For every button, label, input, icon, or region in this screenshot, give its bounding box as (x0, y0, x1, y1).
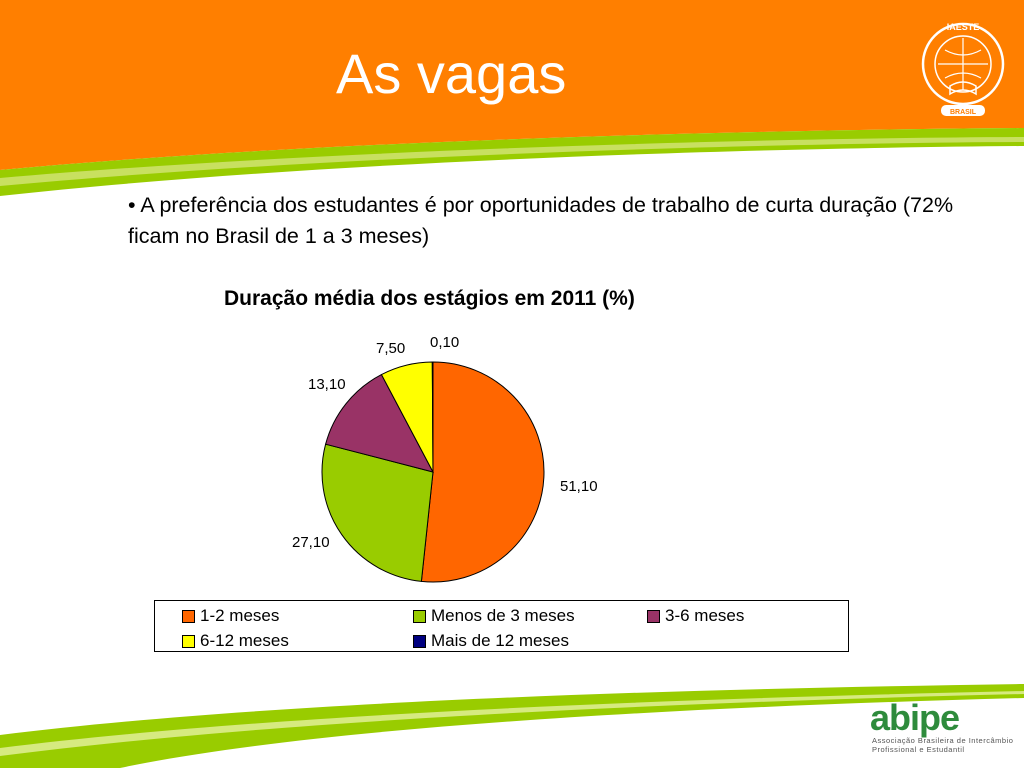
legend-label: Menos de 3 meses (431, 606, 575, 625)
footer-swoosh (0, 684, 1024, 768)
header-swoosh-inner (0, 137, 1024, 186)
legend-label: 3-6 meses (665, 606, 745, 625)
pie-slice-3 (324, 373, 434, 473)
chart-title: Duração média dos estágios em 2011 (%) (224, 287, 635, 310)
iaeste-logo: IAESTE BRASIL (921, 22, 1005, 116)
chart-legend: 1-2 meses Menos de 3 meses 3-6 meses 6-1… (154, 600, 849, 652)
header-band (0, 0, 1024, 170)
legend-swatch (182, 634, 195, 648)
slide-title: As vagas (336, 42, 567, 105)
abipe-logo-text: abipe (870, 700, 959, 738)
legend-swatch (413, 609, 426, 623)
legend-label: 1-2 meses (200, 606, 280, 625)
legend-item: 1-2 meses (182, 606, 279, 626)
iaeste-logo-text: IAESTE (947, 22, 980, 32)
legend-swatch (182, 609, 195, 623)
abipe-caption-line2: Profissional e Estudantil (872, 745, 965, 754)
legend-item: Mais de 12 meses (413, 631, 569, 651)
abipe-logo: abipe (870, 700, 960, 738)
legend-swatch (647, 609, 660, 623)
pie-value-label: 27,10 (292, 534, 330, 551)
pie-slice-5 (431, 361, 434, 473)
abipe-caption-line1: Associação Brasileira de Intercâmbio (872, 736, 1014, 745)
pie-value-label: 13,10 (308, 376, 346, 393)
pie-value-label: 51,10 (560, 478, 598, 495)
legend-label: 6-12 meses (200, 631, 289, 650)
legend-item: 3-6 meses (647, 606, 744, 626)
legend-swatch (413, 634, 426, 648)
legend-label: Mais de 12 meses (431, 631, 569, 650)
pie-slice-1 (420, 361, 545, 583)
bullet-text: • A preferência dos estudantes é por opo… (128, 193, 954, 248)
abipe-caption: Associação Brasileira de Intercâmbio Pro… (872, 736, 1013, 754)
legend-item: 6-12 meses (182, 631, 289, 651)
pie-value-label: 0,10 (430, 334, 460, 351)
legend-item: Menos de 3 meses (413, 606, 575, 626)
pie-value-label: 7,50 (376, 340, 406, 357)
pie-slice-2 (321, 443, 434, 582)
iaeste-logo-sub: BRASIL (950, 109, 977, 116)
